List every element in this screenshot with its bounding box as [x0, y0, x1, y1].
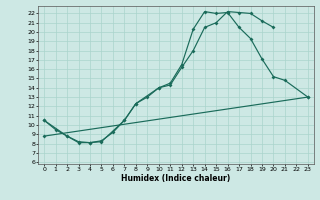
X-axis label: Humidex (Indice chaleur): Humidex (Indice chaleur)	[121, 174, 231, 183]
